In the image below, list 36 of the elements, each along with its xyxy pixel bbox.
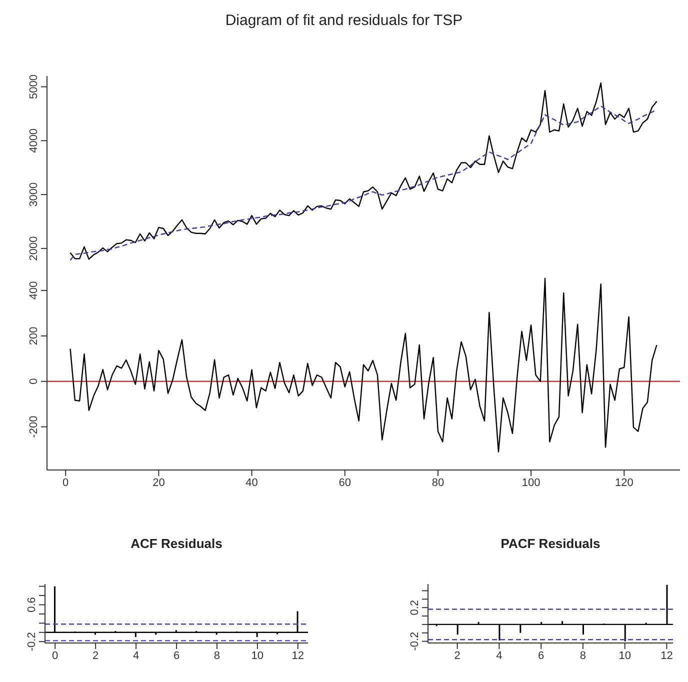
x-tick-label: 10 [618, 650, 631, 662]
y-tick-label: 0 [28, 378, 40, 384]
x-tick-label: 6 [538, 650, 544, 662]
y-tick-label: 400 [28, 281, 40, 300]
x-tick-label: 8 [580, 650, 586, 662]
x-tick-label: 4 [496, 650, 502, 662]
y-tick-label: 3000 [28, 182, 40, 207]
y-tick-label: 4000 [28, 128, 40, 153]
x-tick-label: 2 [454, 650, 460, 662]
x-tick-label: 0 [62, 476, 69, 489]
x-tick-label: 40 [246, 476, 258, 489]
y-tick-label: 200 [28, 326, 40, 346]
chart-title: ACF Residuals [130, 536, 224, 551]
x-tick-label: 60 [338, 476, 352, 489]
x-tick-label: 12 [292, 650, 304, 662]
y-tick-label: -200 [28, 416, 40, 438]
chart-title: PACF Residuals [500, 536, 602, 551]
y-tick-label: 0.6 [26, 597, 38, 612]
y-tick-label: 2000 [28, 236, 40, 261]
x-tick-label: 0 [52, 650, 58, 662]
x-tick-label: 100 [522, 476, 540, 489]
chart-title: Diagram of fit and residuals for TSP [224, 12, 464, 29]
x-tick-label: 10 [251, 650, 264, 662]
x-tick-label: 2 [92, 650, 99, 662]
x-tick-label: 20 [152, 476, 165, 489]
line-series [70, 278, 658, 452]
y-tick-label: -0.2 [409, 632, 421, 651]
x-tick-label: 12 [660, 650, 673, 662]
x-tick-label: 120 [614, 476, 634, 489]
y-tick-label: 0.2 [409, 600, 421, 616]
y-tick-label: -0.2 [26, 632, 38, 652]
x-tick-label: 80 [432, 476, 444, 489]
y-tick-label: 5000 [28, 74, 40, 100]
x-tick-label: 4 [132, 650, 140, 662]
x-tick-label: 8 [214, 650, 220, 662]
x-tick-label: 6 [173, 650, 180, 662]
